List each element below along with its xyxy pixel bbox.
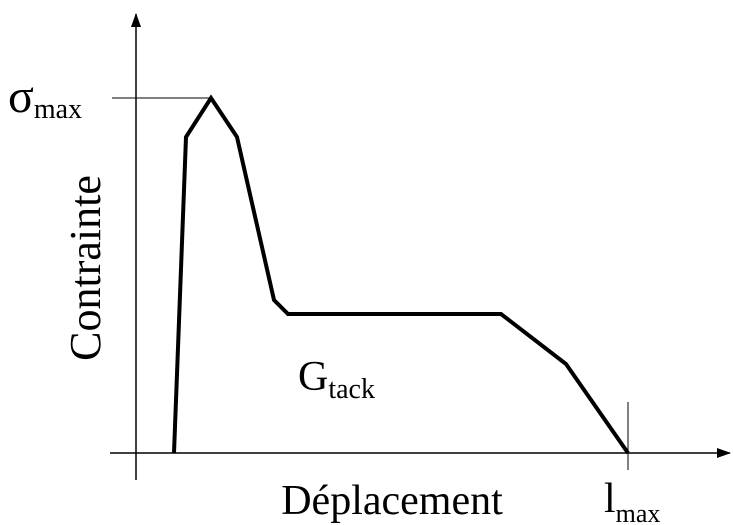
sigma-max-label: σmax bbox=[8, 70, 82, 125]
l-max-label: lmax bbox=[604, 476, 660, 525]
stress-curve bbox=[172, 94, 630, 455]
g-subscript: tack bbox=[328, 374, 375, 405]
sigma-subscript: max bbox=[34, 94, 82, 125]
sigma-symbol: σ bbox=[8, 70, 34, 123]
l-symbol: l bbox=[604, 476, 616, 522]
x-axis-label: Déplacement bbox=[281, 478, 503, 524]
g-tack-label: Gtack bbox=[298, 354, 375, 405]
g-symbol: G bbox=[298, 354, 328, 400]
l-subscript: max bbox=[616, 499, 661, 525]
y-axis-label: Contrainte bbox=[61, 175, 110, 361]
